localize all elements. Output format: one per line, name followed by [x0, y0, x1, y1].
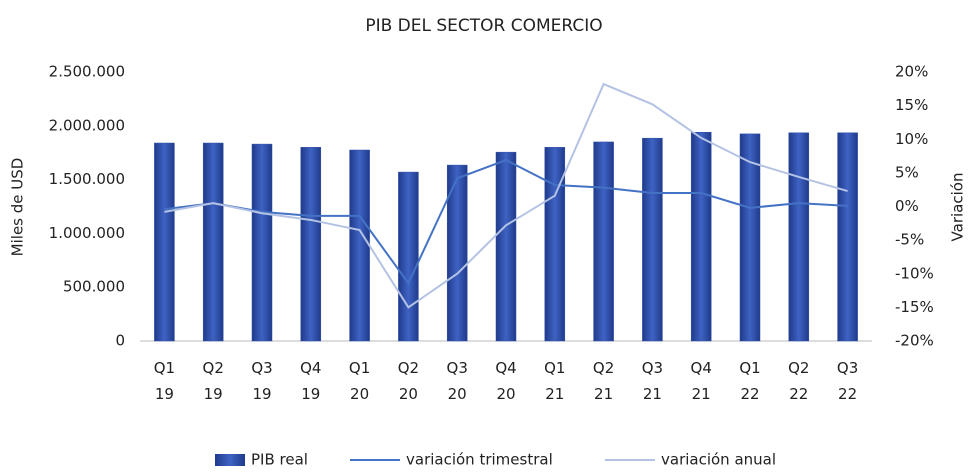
bar [446, 164, 468, 342]
x-tick-label: Q1 21 [544, 359, 565, 403]
y2-tick-label: 0% [895, 197, 919, 215]
y2-axis-label: Variación [949, 173, 967, 242]
y2-tick-label: 15% [895, 96, 928, 114]
bar [154, 142, 175, 342]
bar [642, 137, 663, 342]
bar [300, 147, 322, 342]
y-tick-label: 1.000.000 [49, 224, 125, 242]
y-axis-label: Miles de USD [9, 158, 27, 257]
bar [788, 132, 810, 342]
x-tick-label: Q1 20 [349, 359, 370, 403]
y2-tick-label: -5% [895, 231, 924, 249]
y-tick-label: 500.000 [63, 278, 125, 296]
y-tick-label: 2.000.000 [49, 116, 125, 134]
chart-title: PIB DEL SECTOR COMERCIO [365, 16, 602, 36]
legend-label: variación anual [661, 451, 776, 469]
bar [544, 147, 566, 342]
x-tick-label: Q1 19 [154, 359, 175, 403]
bar [398, 171, 419, 342]
y2-tick-label: -10% [895, 264, 934, 282]
y2-tick-label: -20% [895, 332, 934, 350]
y2-tick-label: 10% [895, 130, 928, 148]
bar [739, 133, 761, 342]
x-tick-label: Q3 22 [837, 359, 858, 403]
bar [495, 151, 517, 342]
bar [837, 132, 858, 342]
y-tick-label: 1.500.000 [49, 170, 125, 188]
line [164, 159, 848, 286]
x-tick-label: Q2 22 [788, 359, 809, 403]
legend-swatch [215, 454, 245, 466]
bar [202, 142, 224, 342]
bar [593, 141, 614, 342]
y2-tick-label: 20% [895, 63, 928, 81]
x-tick-label: Q4 19 [300, 359, 321, 403]
bar [349, 149, 370, 342]
x-tick-label: Q3 21 [642, 359, 663, 403]
y-tick-label: 0 [115, 332, 125, 350]
bar [251, 143, 273, 342]
x-tick-label: Q2 20 [398, 359, 419, 403]
y-tick-label: 2.500.000 [49, 63, 125, 81]
legend-label: PIB real [251, 451, 308, 469]
y2-tick-label: -15% [895, 298, 934, 316]
x-tick-label: Q4 20 [495, 359, 516, 403]
x-tick-label: Q2 19 [203, 359, 224, 403]
x-tick-label: Q3 19 [251, 359, 272, 403]
y2-tick-label: 5% [895, 163, 919, 181]
x-tick-label: Q4 21 [691, 359, 712, 403]
x-tick-label: Q1 22 [739, 359, 760, 403]
x-tick-label: Q3 20 [447, 359, 468, 403]
legend-label: variación trimestral [406, 451, 553, 469]
line [164, 82, 848, 309]
bar [690, 132, 712, 342]
x-tick-label: Q2 21 [593, 359, 614, 403]
